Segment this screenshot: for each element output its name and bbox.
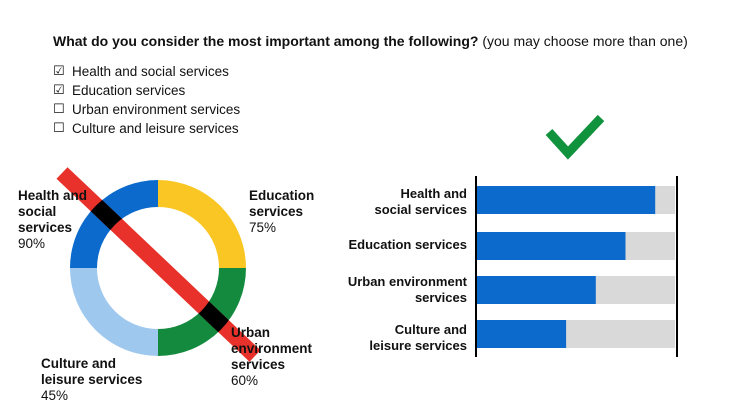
question-note: (you may choose more than one) [482, 33, 688, 49]
question-title: What do you consider the most important … [53, 33, 479, 49]
option-culture[interactable]: ☐ Culture and leisure services [53, 119, 240, 138]
donut-pct-culture: 45% [41, 388, 69, 403]
bar-label-health: Health and social services [374, 186, 467, 217]
donut-slice-education [158, 180, 246, 268]
donut-label-health: Health and social services 90% [18, 188, 88, 251]
checkbox-checked-icon[interactable]: ☑ [53, 64, 65, 79]
options-list: ☑ Health and social services ☑ Education… [53, 62, 240, 138]
option-label: Education services [72, 83, 186, 98]
bar-label-urban: Urban environment services [347, 274, 467, 305]
donut-pct-education: 75% [249, 220, 277, 235]
check-mark-icon [545, 114, 605, 160]
option-education[interactable]: ☑ Education services [53, 81, 240, 100]
bar-culture [477, 320, 567, 348]
donut-label-culture: Culture and leisure services 45% [41, 356, 143, 403]
checkbox-unchecked-icon[interactable]: ☐ [53, 102, 65, 117]
bar-health [477, 186, 656, 214]
bar-label-education: Education services [348, 237, 468, 252]
survey-question: What do you consider the most important … [53, 33, 688, 49]
bar-urban [477, 276, 596, 304]
bar-label-culture: Culture and leisure services [369, 322, 467, 353]
option-label: Culture and leisure services [72, 121, 239, 136]
checkbox-unchecked-icon[interactable]: ☐ [53, 121, 65, 136]
option-urban[interactable]: ☐ Urban environment services [53, 100, 240, 119]
donut-pct-health: 90% [18, 236, 46, 251]
bar-education [477, 232, 626, 260]
option-label: Health and social services [72, 64, 229, 79]
donut-slice-culture [70, 268, 158, 356]
checkbox-checked-icon[interactable]: ☑ [53, 83, 65, 98]
donut-label-education: Education services 75% [249, 188, 315, 235]
donut-label-urban: Urban environment services 60% [231, 325, 313, 388]
donut-pct-urban: 60% [231, 373, 259, 388]
option-health[interactable]: ☑ Health and social services [53, 62, 240, 81]
option-label: Urban environment services [72, 102, 241, 117]
